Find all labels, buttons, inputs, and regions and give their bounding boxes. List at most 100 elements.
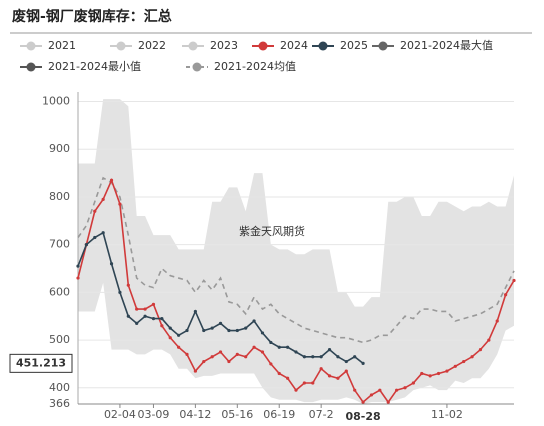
y-tick-label: 366 (49, 397, 70, 410)
point (177, 345, 181, 349)
mean-line (77, 176, 515, 344)
point (260, 350, 265, 354)
min-area (78, 282, 514, 404)
pointer-y-label: 451.213 (16, 356, 66, 369)
point (135, 321, 139, 325)
point (453, 364, 457, 368)
x-tick-label: 03-09 (137, 408, 169, 421)
legend-label[interactable]: 2021-2024最小值 (48, 60, 141, 73)
point (386, 400, 390, 404)
point (353, 355, 357, 359)
point (143, 307, 147, 311)
point (327, 348, 332, 352)
y-tick-label: 400 (49, 381, 70, 394)
point (495, 319, 499, 323)
point (244, 355, 248, 359)
y-tick-label: 500 (49, 333, 70, 346)
point (302, 381, 306, 385)
point (487, 338, 491, 342)
legend-label[interactable]: 2021 (48, 39, 76, 52)
legend-swatch-dot (26, 62, 36, 72)
point (193, 369, 197, 373)
point (185, 328, 189, 333)
x-tick-label: 06-19 (263, 408, 295, 421)
y-tick-label: 800 (49, 190, 70, 203)
pointer-x-label: 08-28 (345, 410, 380, 423)
point (118, 290, 122, 294)
legend-swatch-dot (116, 41, 126, 51)
point (319, 367, 323, 371)
point (202, 328, 206, 333)
point (411, 381, 415, 385)
point (151, 302, 156, 306)
point (101, 197, 105, 201)
point (336, 355, 340, 359)
point (177, 333, 181, 337)
x-tick-label: 05-16 (221, 408, 253, 421)
point (76, 264, 80, 268)
legend-label[interactable]: 2022 (138, 39, 166, 52)
watermark: 紫金天风期货 (239, 224, 305, 238)
point (336, 376, 340, 380)
point (143, 314, 147, 318)
point (269, 340, 273, 345)
x-tick-label: 02-04 (104, 408, 136, 421)
point (160, 324, 164, 328)
max-area (78, 99, 514, 405)
point (327, 374, 332, 378)
point (286, 376, 290, 380)
point (218, 350, 223, 354)
x-tick-label: 07-2 (309, 408, 334, 421)
point (252, 319, 256, 323)
y-tick-label: 600 (49, 285, 70, 298)
point (235, 352, 239, 356)
point (193, 309, 197, 314)
point (403, 386, 407, 390)
legend-label[interactable]: 2021-2024均值 (214, 60, 296, 73)
point (395, 388, 399, 392)
legend-swatch-dot (258, 41, 268, 51)
point (244, 326, 248, 330)
point (286, 345, 290, 349)
x-tick-label: 04-12 (179, 408, 211, 421)
point (227, 359, 231, 364)
point (512, 278, 516, 283)
legend-label[interactable]: 2023 (210, 39, 238, 52)
y-tick-label: 900 (49, 142, 70, 155)
legend-label[interactable]: 2021-2024最大值 (400, 38, 493, 52)
point (126, 283, 130, 287)
point (277, 371, 281, 376)
point (344, 369, 348, 373)
point (227, 328, 231, 333)
point (93, 235, 97, 240)
chart-title: 废钢-钢厂废钢库存：汇总 (12, 8, 172, 25)
point (109, 178, 114, 182)
point (294, 388, 298, 392)
legend-swatch-dot (378, 41, 388, 51)
x-tick-label: 11-02 (431, 408, 463, 421)
point (436, 371, 441, 376)
legend-label[interactable]: 2024 (280, 39, 308, 52)
point (260, 331, 265, 335)
pointer-x-box (341, 407, 386, 426)
point (84, 243, 88, 247)
point (344, 359, 348, 364)
point (210, 326, 214, 330)
point (302, 355, 306, 359)
point (218, 321, 223, 325)
point (311, 381, 315, 385)
point (126, 314, 130, 318)
legend-swatch-dot (318, 41, 328, 51)
point (109, 262, 114, 266)
point (118, 202, 122, 206)
legend-label[interactable]: 2025 (340, 39, 368, 52)
point (151, 317, 156, 321)
legend-swatch-dot (192, 62, 202, 72)
point (353, 388, 357, 392)
point (202, 359, 206, 364)
point (210, 355, 214, 359)
legend-swatch-dot (26, 41, 36, 51)
point (168, 326, 172, 330)
point (428, 374, 432, 378)
point (361, 361, 365, 365)
